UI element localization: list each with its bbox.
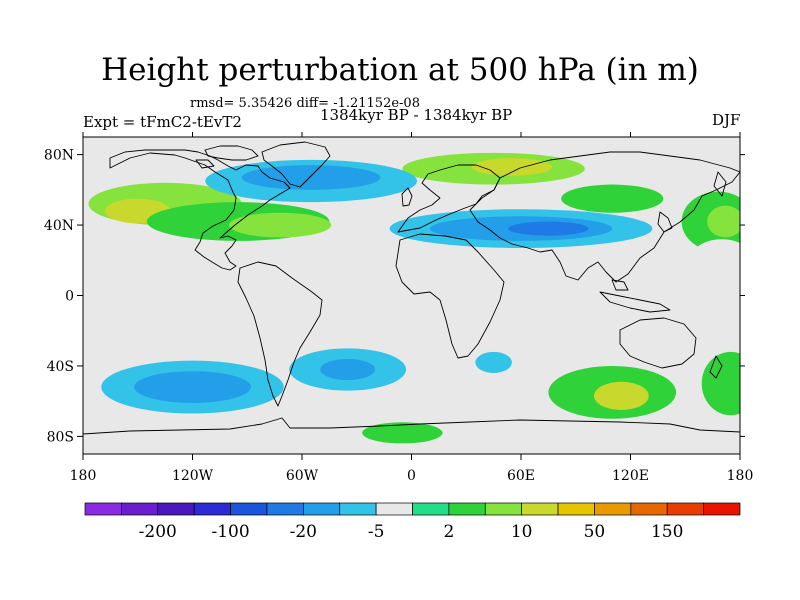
contour-positive-7 <box>707 205 740 238</box>
colorbar-bin-5 <box>266 502 304 516</box>
contour-negative-19 <box>692 239 740 275</box>
colorbar-bin-1 <box>121 502 159 516</box>
colorbar-label-3: -5 <box>368 522 385 542</box>
contour-positive-3 <box>229 212 332 238</box>
contour-negative-18 <box>643 154 740 190</box>
coast-kamchatka <box>713 171 727 197</box>
x-tick-label-1: 120W <box>172 468 214 484</box>
colorbar-bin-16 <box>666 502 704 516</box>
coast-japan <box>657 211 673 233</box>
coast-africa <box>395 233 505 359</box>
colorbar-bin-7 <box>339 502 377 516</box>
colorbar-bin-2 <box>157 502 195 516</box>
y-tick-label-2: 0 <box>65 289 74 305</box>
coast-north-america <box>109 149 291 271</box>
coastlines <box>83 141 740 435</box>
x-tick-label-3: 0 <box>407 468 416 484</box>
contour-positive-5 <box>471 158 553 176</box>
y-tick-label-4: 80S <box>47 429 74 445</box>
coast-europe <box>397 164 501 233</box>
contour-negative-27 <box>676 328 731 351</box>
colorbar-label-5: 10 <box>511 522 533 542</box>
colorbar: -200 -100 -20 -5 2 10 50 150 <box>84 502 741 542</box>
x-tick-label-6: 180 <box>727 468 754 484</box>
coast-indonesia <box>599 279 671 313</box>
colorbar-bin-6 <box>302 502 341 516</box>
colorbar-bin-12 <box>521 502 559 516</box>
y-tick-label-3: 40S <box>47 359 74 375</box>
y-tick-label-0: 80N <box>44 148 74 164</box>
colorbar-bin-8 <box>375 502 413 516</box>
colorbar-bin-13 <box>557 502 595 516</box>
colorbar-bin-10 <box>448 502 486 516</box>
contour-positive-12 <box>362 422 443 444</box>
colorbar-label-4: 2 <box>443 522 454 542</box>
y-tick-label-1: 40N <box>44 218 74 234</box>
colorbar-bin-3 <box>193 502 231 516</box>
season-label: DJF <box>712 111 741 129</box>
coast-antarctica <box>83 417 740 435</box>
colorbar-label-1: -100 <box>211 522 249 542</box>
x-tick-label-2: 60W <box>286 468 319 484</box>
colorbar-bin-9 <box>412 502 450 516</box>
contour-positive-10 <box>594 381 649 410</box>
contour-negative-21 <box>134 371 251 403</box>
contour-negative-17 <box>508 221 589 236</box>
coast-south-america <box>237 261 323 407</box>
contour-positive-8 <box>561 184 664 213</box>
contour-negative-14 <box>241 165 381 190</box>
coast-australia <box>619 317 697 369</box>
colorbar-label-6: 50 <box>584 522 606 542</box>
contour-negative-25 <box>475 351 512 373</box>
coast-arctic-islands <box>195 145 259 169</box>
colorbar-bin-4 <box>230 502 268 516</box>
contour-negative-26 <box>83 330 115 349</box>
coast-uk <box>401 187 413 207</box>
colorbar-label-7: 150 <box>651 522 683 542</box>
contour-negative-23 <box>320 358 375 381</box>
x-tick-label-4: 60E <box>507 468 535 484</box>
x-tick-label-5: 120E <box>612 468 649 484</box>
contour-positive-11 <box>701 351 740 416</box>
colorbar-bin-15 <box>630 502 668 516</box>
chart-title: Height perturbation at 500 hPa (in m) <box>101 52 699 88</box>
colorbar-label-2: -20 <box>290 522 317 542</box>
colorbar-bin-14 <box>594 502 632 516</box>
coast-greenland <box>261 141 331 188</box>
colorbar-bin-17 <box>703 502 741 516</box>
coast-asia <box>469 151 740 283</box>
coast-new-zealand <box>709 355 723 379</box>
rmsd-diff-label: rmsd= 5.35426 diff= -1.21152e-08 <box>190 96 420 111</box>
period-label: 1384kyr BP - 1384kyr BP <box>320 106 513 124</box>
map-axes: 180 120W 60W 0 60E 120E 180 80N 40N 0 40S 80S <box>44 132 753 484</box>
colorbar-label-0: -200 <box>139 522 177 542</box>
experiment-label: Expt = tFmC2-tEvT2 <box>83 113 242 131</box>
x-tick-label-0: 180 <box>70 468 97 484</box>
colorbar-bin-11 <box>484 502 523 516</box>
colorbar-bin-0 <box>84 502 122 516</box>
